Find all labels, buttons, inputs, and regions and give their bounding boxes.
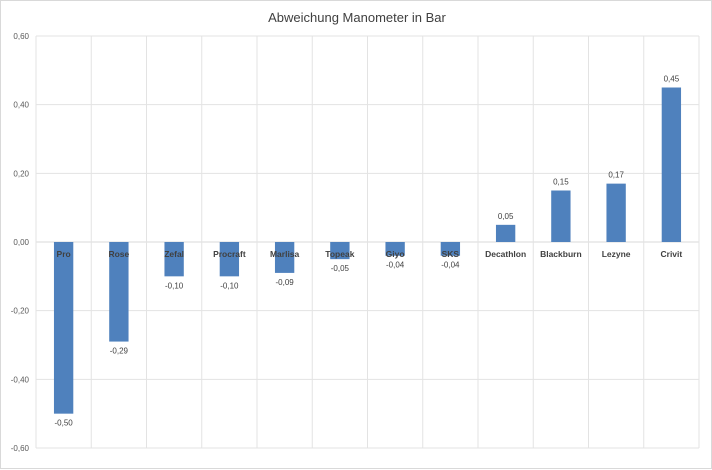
category-label: Pro xyxy=(57,249,71,259)
chart-title: Abweichung Manometer in Bar xyxy=(268,10,446,25)
y-tick-label: -0,20 xyxy=(11,307,30,316)
category-label: SKS xyxy=(442,249,460,259)
y-tick-label: 0,60 xyxy=(13,32,29,41)
bar-giyo xyxy=(385,242,405,256)
category-label: Marlisa xyxy=(270,249,300,259)
data-label: 0,05 xyxy=(498,212,514,221)
bar-blackburn xyxy=(551,190,571,242)
data-label: -0,50 xyxy=(55,419,74,428)
bar-pro xyxy=(53,242,74,414)
data-label: 0,45 xyxy=(664,75,680,84)
bar-procraft xyxy=(219,242,240,277)
y-tick-label: -0,60 xyxy=(11,444,30,453)
data-label: -0,09 xyxy=(276,278,295,287)
bar-sks xyxy=(440,242,461,256)
y-tick-label: 0,40 xyxy=(13,101,29,110)
category-label: Blackburn xyxy=(540,249,582,259)
data-label: -0,04 xyxy=(386,261,405,270)
y-tick-label: 0,00 xyxy=(13,238,29,247)
bar-marlisa xyxy=(274,242,295,273)
bar-decathlon xyxy=(495,224,516,242)
category-label: Crivit xyxy=(661,249,683,259)
y-tick-label: 0,20 xyxy=(13,169,29,178)
category-label: Decathlon xyxy=(485,249,526,259)
bar-lezyne xyxy=(606,183,626,242)
category-label: Topeak xyxy=(325,249,354,259)
bar-crivit xyxy=(661,87,682,242)
data-label: -0,04 xyxy=(441,261,460,270)
y-tick-label: -0,40 xyxy=(11,375,30,384)
data-label: -0,29 xyxy=(110,347,129,356)
category-label: Rose xyxy=(108,249,129,259)
data-label: -0,05 xyxy=(331,264,350,273)
data-label: -0,10 xyxy=(220,281,239,290)
category-label: Lezyne xyxy=(602,249,631,259)
data-label: 0,15 xyxy=(553,178,569,187)
category-label: Zefal xyxy=(164,249,184,259)
bar-rose xyxy=(109,242,129,342)
bar-zefal xyxy=(164,242,184,277)
data-label: 0,17 xyxy=(608,171,624,180)
data-label: -0,10 xyxy=(165,281,184,290)
bar-topeak xyxy=(330,242,350,260)
category-label: Giyo xyxy=(386,249,405,259)
category-label: Procraft xyxy=(213,249,246,259)
